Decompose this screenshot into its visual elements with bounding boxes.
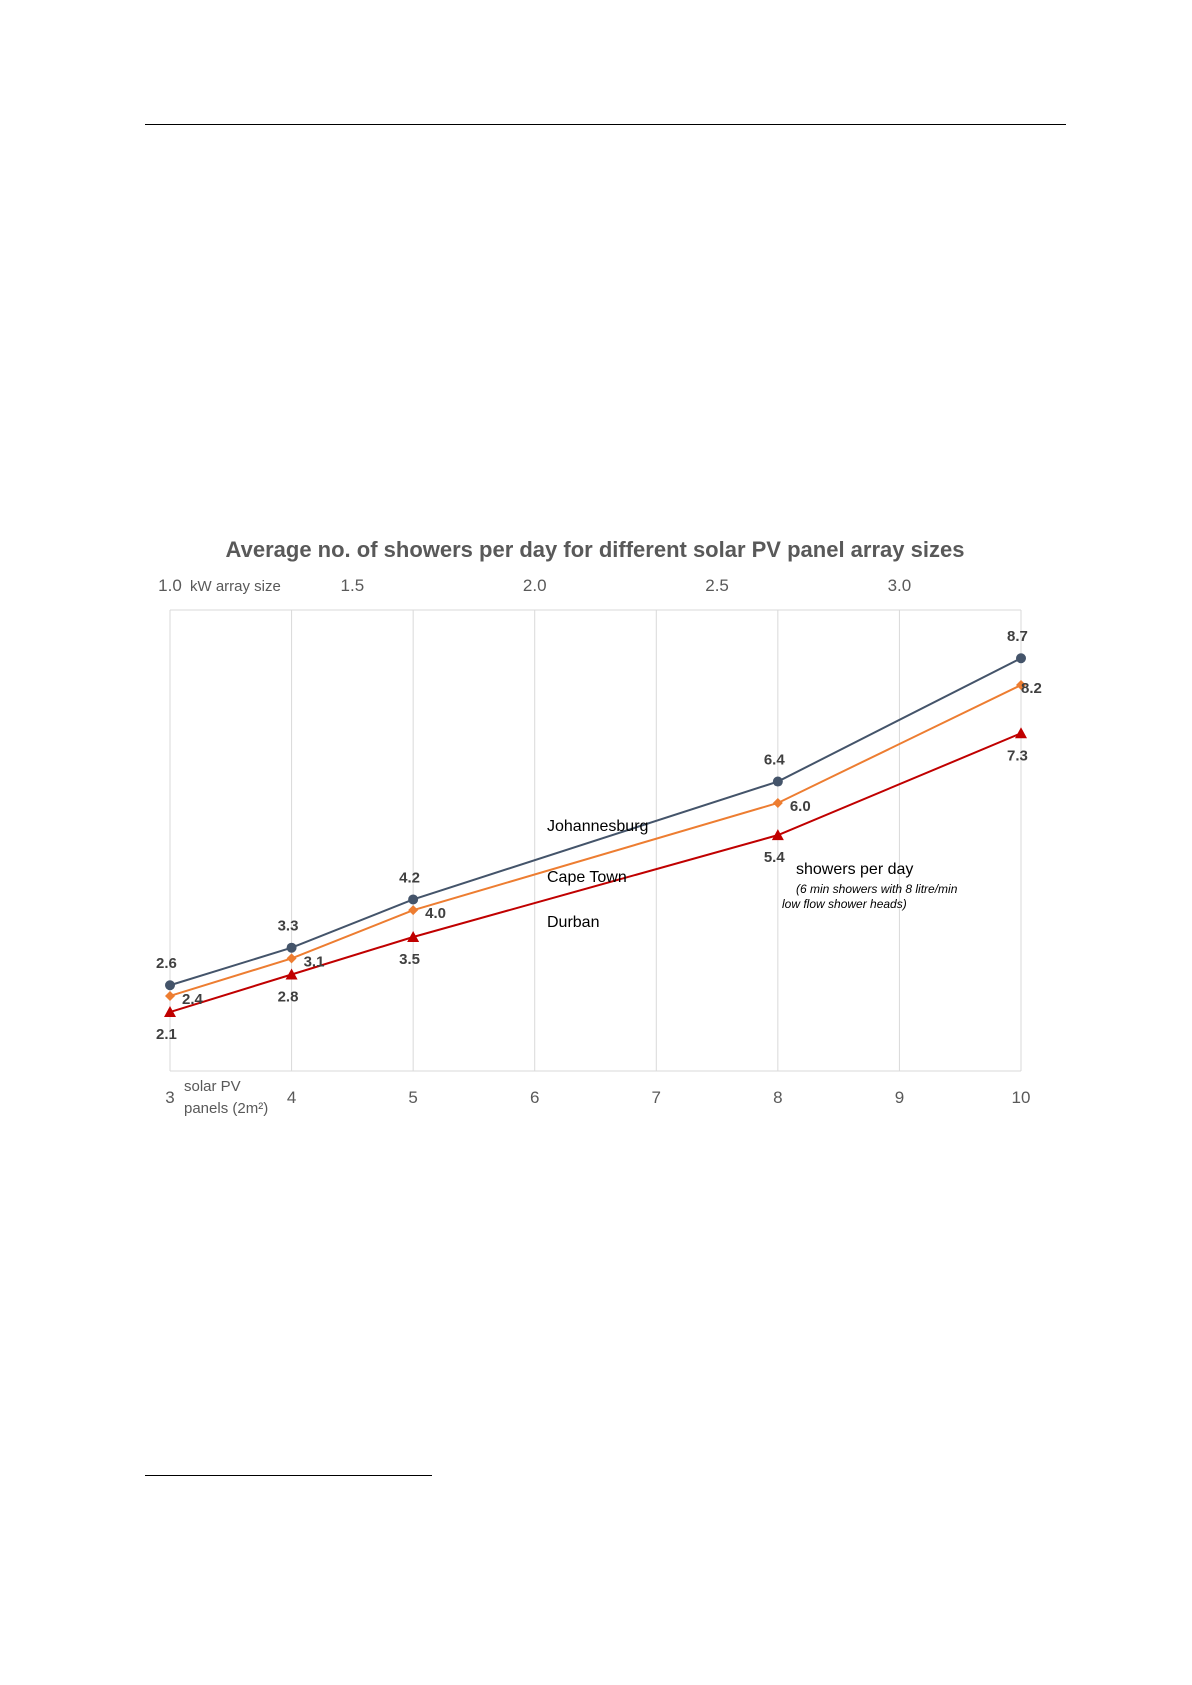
x-tick-label-4: 4 <box>287 1088 296 1107</box>
top-tick-label-1.0: 1.0 <box>158 576 182 595</box>
data-label-durban-1: 2.8 <box>278 989 299 1006</box>
data-label-cape-town-2: 4.0 <box>425 905 446 922</box>
data-label-durban-2: 3.5 <box>399 951 420 968</box>
x-tick-label-3: 3 <box>165 1088 174 1107</box>
marker-cape-town-0 <box>165 990 175 1001</box>
annotation-note-2: low flow shower heads) <box>782 897 907 911</box>
x-tick-label-7: 7 <box>652 1088 661 1107</box>
x-tick-label-9: 9 <box>895 1088 904 1107</box>
top-tick-label-2.5: 2.5 <box>705 576 729 595</box>
data-label-johannesburg-1: 3.3 <box>278 918 299 935</box>
data-label-johannesburg-2: 4.2 <box>399 869 420 886</box>
x-tick-label-8: 8 <box>773 1088 782 1107</box>
data-label-johannesburg-4: 8.7 <box>1007 628 1028 645</box>
marker-durban-1 <box>285 968 298 980</box>
marker-cape-town-3 <box>772 797 783 808</box>
series-name-cape-town: Cape Town <box>547 869 627 886</box>
data-label-cape-town-1: 3.1 <box>304 953 325 970</box>
x-tick-label-6: 6 <box>530 1088 539 1107</box>
marker-johannesburg-4 <box>1016 653 1026 664</box>
marker-johannesburg-3 <box>772 776 783 787</box>
top-axis-tick-labels: 1.0 1.5 2.0 2.5 3.0 <box>158 576 911 595</box>
series-name-durban: Durban <box>547 914 599 931</box>
data-label-durban-0: 2.1 <box>156 1026 177 1043</box>
data-label-johannesburg-0: 2.6 <box>156 955 177 972</box>
data-label-johannesburg-3: 6.4 <box>764 752 786 769</box>
x-tick-label-5: 5 <box>408 1088 417 1107</box>
marker-durban-0 <box>164 1006 176 1018</box>
x-tick-labels: 3 4 5 6 7 8 9 10 <box>165 1088 1030 1107</box>
chart-title: Average no. of showers per day for diffe… <box>226 537 965 562</box>
header-rule <box>145 124 1066 125</box>
data-labels: 2.6 3.3 4.2 6.4 8.7 2.4 3.1 4.0 6.0 8.2 2.1 2.8 3.5 5… <box>156 628 1042 1043</box>
marker-johannesburg-0 <box>165 980 175 991</box>
data-label-durban-4: 7.3 <box>1007 747 1028 764</box>
series-markers <box>164 653 1027 1018</box>
marker-cape-town-1 <box>286 953 297 964</box>
x-tick-label-10: 10 <box>1012 1088 1031 1107</box>
top-tick-label-3.0: 3.0 <box>888 576 912 595</box>
marker-cape-town-2 <box>408 905 419 916</box>
footnote-rule <box>145 1475 432 1476</box>
marker-johannesburg-1 <box>286 942 297 953</box>
data-label-cape-town-4: 8.2 <box>1021 680 1042 697</box>
marker-cape-town-4 <box>1016 680 1026 691</box>
top-tick-label-2.0: 2.0 <box>523 576 547 595</box>
x-axis-label: solar PV panels (2m²) <box>184 1078 268 1117</box>
marker-durban-4 <box>1015 727 1027 739</box>
series-name-johannesburg: Johannesburg <box>547 818 648 835</box>
data-label-cape-town-3: 6.0 <box>790 798 811 815</box>
annotation-main: showers per day <box>796 861 913 878</box>
data-label-cape-town-0: 2.4 <box>182 991 204 1008</box>
marker-durban-2 <box>407 930 420 942</box>
marker-johannesburg-2 <box>408 894 419 905</box>
annotation-note-1: (6 min showers with 8 litre/min <box>796 882 958 896</box>
top-tick-label-1.5: 1.5 <box>341 576 365 595</box>
data-label-durban-3: 5.4 <box>764 849 786 866</box>
top-axis-label: kW array size <box>190 578 281 595</box>
series-lines <box>169 657 1022 1013</box>
marker-durban-3 <box>771 829 784 841</box>
